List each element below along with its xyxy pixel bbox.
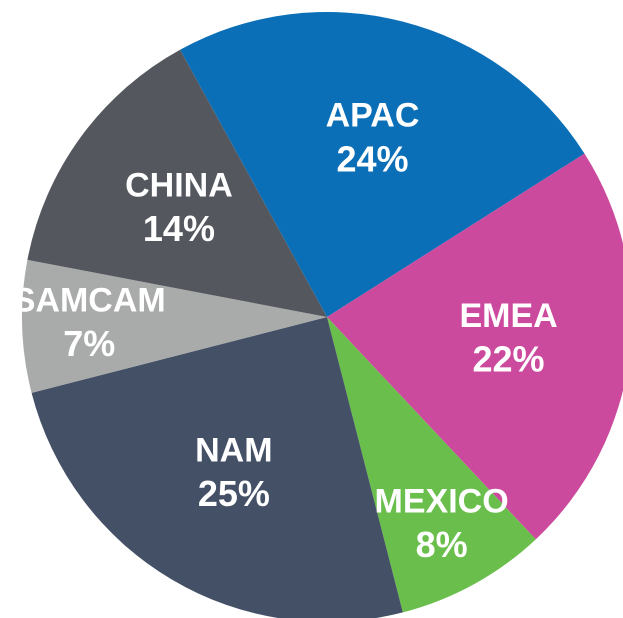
- slice-label: APAC: [326, 97, 420, 135]
- pie-slice: [21, 259, 327, 393]
- pie-slice: [327, 317, 536, 613]
- slice-label: SAMCAM: [13, 281, 166, 319]
- slice-value-label: 8%: [416, 524, 468, 565]
- slice-value-label: 7%: [63, 323, 115, 364]
- pie-slice: [27, 49, 328, 317]
- slice-value-label: 24%: [336, 138, 408, 179]
- slice-label: EMEA: [459, 297, 557, 335]
- slice-value-label: 25%: [198, 473, 270, 514]
- pie-slice: [180, 12, 585, 318]
- slice-value-label: 14%: [143, 208, 215, 249]
- slice-label: NAM: [195, 432, 272, 470]
- slice-label: CHINA: [125, 166, 233, 204]
- pie-slice: [327, 153, 623, 540]
- pie-slice: [31, 317, 403, 618]
- slice-label: MEXICO: [375, 482, 509, 520]
- slice-value-label: 22%: [473, 338, 545, 379]
